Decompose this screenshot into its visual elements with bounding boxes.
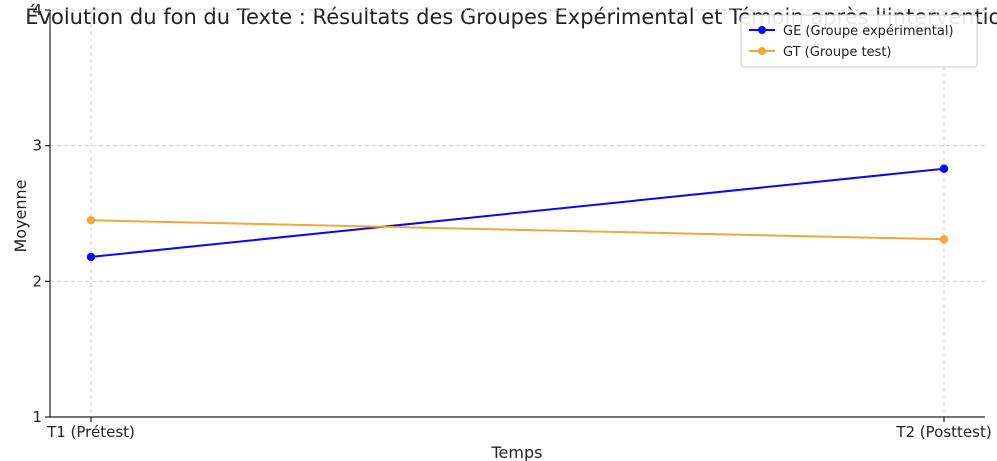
axes	[45, 9, 985, 422]
legend-item: GE (Groupe expérimental)	[749, 24, 954, 39]
legend-box	[740, 14, 978, 68]
data-point-series-2	[86, 216, 96, 225]
x-tick-label: T1 (Prétest)	[46, 423, 135, 441]
x-axis-title: Temps	[491, 443, 543, 461]
y-tick-label: 1	[32, 408, 42, 426]
y-axis-title: Moyenne	[11, 179, 30, 252]
tick-labels: 1 2 3 4 T1 (Prétest) T2 (Posttest)	[32, 1, 991, 441]
legend-label: GT (Groupe test)	[783, 45, 892, 60]
legend: GE (Groupe expérimental) GT (Groupe test)	[740, 14, 978, 68]
data-point-series-1	[86, 252, 96, 262]
y-tick-label: 2	[32, 272, 42, 290]
data-point-series-2	[939, 235, 949, 244]
legend-marker-icon	[758, 47, 766, 55]
series-line-2	[90, 219, 945, 241]
grid	[50, 9, 985, 417]
series	[86, 164, 949, 262]
data-point-series-1	[939, 164, 949, 173]
legend-label: GE (Groupe expérimental)	[783, 24, 954, 39]
legend-item: GT (Groupe test)	[749, 45, 892, 60]
series-line-1	[90, 167, 945, 258]
legend-marker-icon	[758, 26, 766, 34]
x-tick-label: T2 (Posttest)	[895, 423, 991, 441]
y-tick-label: 4	[32, 1, 42, 19]
y-tick-label: 3	[32, 137, 42, 155]
